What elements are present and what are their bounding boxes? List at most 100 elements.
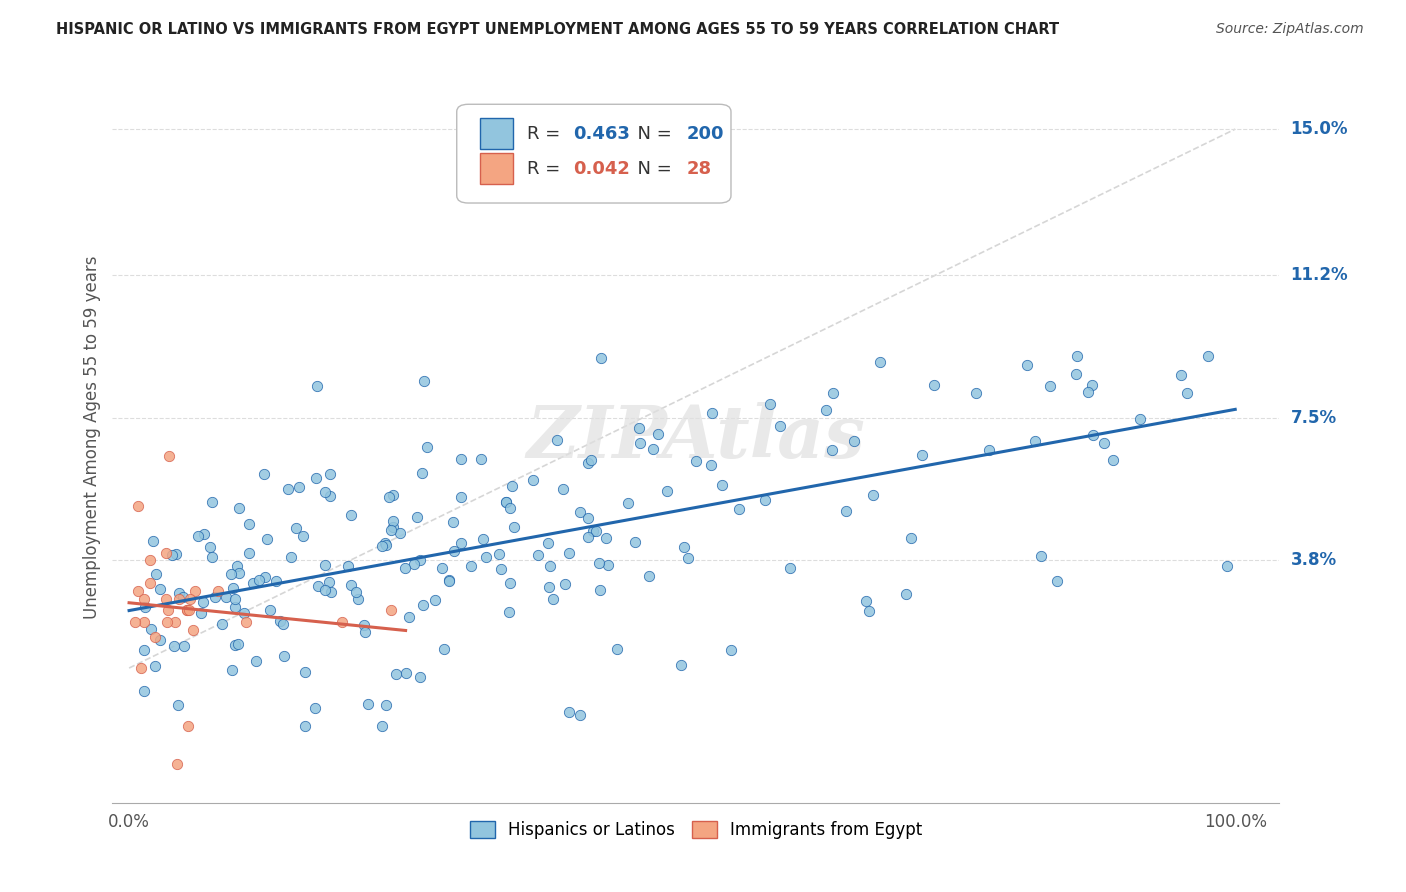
Point xyxy=(228,566,250,581)
Point xyxy=(558,706,581,720)
Point xyxy=(869,355,891,369)
Point xyxy=(433,641,456,656)
Point xyxy=(319,467,342,482)
Point xyxy=(378,491,401,505)
Point xyxy=(627,421,650,435)
Point xyxy=(264,574,287,589)
Point xyxy=(858,604,880,618)
Point xyxy=(238,516,260,531)
Point xyxy=(346,584,368,599)
Point xyxy=(558,546,581,560)
Point xyxy=(685,454,707,468)
Point xyxy=(294,719,316,733)
Point xyxy=(357,697,380,711)
Point xyxy=(233,606,256,620)
Point xyxy=(340,578,363,592)
Point xyxy=(277,482,299,496)
Point xyxy=(495,494,517,508)
Point xyxy=(554,577,576,591)
Point xyxy=(176,603,198,617)
Point xyxy=(395,666,418,681)
Point xyxy=(443,543,465,558)
Point xyxy=(305,471,328,485)
Point xyxy=(1046,574,1069,588)
Point xyxy=(184,584,207,599)
Point xyxy=(222,581,245,595)
Point xyxy=(900,531,922,545)
Point xyxy=(591,351,613,365)
Point xyxy=(134,615,156,629)
Point xyxy=(1080,377,1102,392)
Point xyxy=(759,397,782,411)
Point xyxy=(450,490,472,504)
Point xyxy=(143,630,166,644)
Point xyxy=(589,582,612,597)
Point xyxy=(623,534,645,549)
Point xyxy=(499,576,522,591)
Point xyxy=(163,615,186,629)
Point xyxy=(124,615,146,629)
Point xyxy=(253,467,276,482)
Point xyxy=(134,599,156,614)
Point xyxy=(537,535,560,549)
Point xyxy=(167,591,190,606)
Point xyxy=(499,501,522,516)
Text: 11.2%: 11.2% xyxy=(1291,267,1348,285)
Point xyxy=(720,643,742,657)
Bar xyxy=(479,118,513,149)
Point xyxy=(200,549,222,564)
Text: HISPANIC OR LATINO VS IMMIGRANTS FROM EGYPT UNEMPLOYMENT AMONG AGES 55 TO 59 YEA: HISPANIC OR LATINO VS IMMIGRANTS FROM EG… xyxy=(56,22,1059,37)
Point xyxy=(273,648,295,663)
Point xyxy=(249,574,271,588)
Point xyxy=(139,622,162,636)
Point xyxy=(503,520,526,534)
Point xyxy=(181,623,204,637)
Point xyxy=(353,625,375,640)
Point xyxy=(527,548,550,562)
Text: 3.8%: 3.8% xyxy=(1291,551,1337,569)
Point xyxy=(375,538,398,552)
Point xyxy=(156,615,179,629)
Bar xyxy=(479,153,513,184)
Point xyxy=(291,528,314,542)
Text: N =: N = xyxy=(626,160,678,178)
Point xyxy=(340,508,363,523)
Point xyxy=(1064,368,1087,382)
Point xyxy=(204,590,226,604)
Point xyxy=(330,615,353,629)
Point xyxy=(406,510,429,524)
Point xyxy=(321,585,343,599)
Point xyxy=(177,719,200,733)
Point xyxy=(495,495,517,509)
Point xyxy=(162,639,184,653)
Point xyxy=(412,598,434,612)
Point xyxy=(700,407,723,421)
Point xyxy=(911,449,934,463)
FancyBboxPatch shape xyxy=(457,104,731,203)
Point xyxy=(211,616,233,631)
Point xyxy=(1015,358,1038,372)
Text: ZIPAtlas: ZIPAtlas xyxy=(527,401,865,473)
Point xyxy=(617,496,640,510)
Point xyxy=(922,378,945,392)
Point xyxy=(177,603,200,617)
Point xyxy=(475,550,498,565)
Point xyxy=(569,505,592,519)
Point xyxy=(193,527,215,541)
Point xyxy=(165,548,187,562)
Text: R =: R = xyxy=(527,160,565,178)
Point xyxy=(606,641,628,656)
Point xyxy=(201,495,224,509)
Point xyxy=(187,529,209,543)
Point xyxy=(221,663,243,677)
Point xyxy=(894,587,917,601)
Text: 28: 28 xyxy=(686,160,711,178)
Point xyxy=(699,458,721,472)
Point xyxy=(215,590,238,604)
Point xyxy=(460,559,482,574)
Point xyxy=(581,453,603,467)
Point xyxy=(380,603,402,617)
Point xyxy=(1101,453,1123,467)
Point xyxy=(823,386,845,401)
Point xyxy=(1031,549,1053,563)
